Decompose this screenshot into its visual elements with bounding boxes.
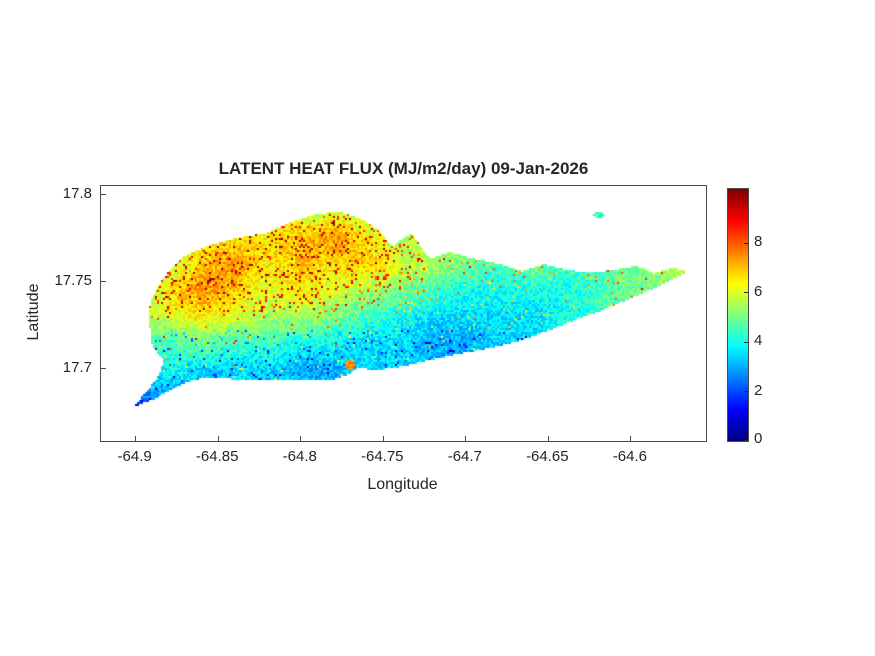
colorbar-tick-mark (744, 391, 748, 393)
x-tick-label: -64.7 (447, 448, 482, 465)
x-tick-mark (217, 436, 219, 441)
colorbar-tick-label: 0 (754, 430, 763, 447)
colorbar-tick-label: 4 (754, 332, 763, 350)
colorbar-tick-label: 8 (754, 233, 763, 251)
y-tick-label: 17.8 (62, 184, 92, 202)
x-tick-mark (300, 436, 302, 441)
x-tick-label: -64.8 (282, 448, 317, 465)
x-tick-label: -64.65 (526, 448, 569, 465)
x-tick-label: -64.75 (360, 448, 404, 465)
y-tick-label: 17.75 (54, 271, 92, 289)
x-tick-mark (135, 436, 137, 441)
y-axis-label: Latitude (25, 283, 42, 341)
x-axis-label: Longitude (367, 476, 438, 493)
colorbar-tick-mark (744, 292, 748, 294)
colorbar (727, 188, 749, 442)
heatmap-canvas (101, 186, 706, 441)
x-tick-label: -64.9 (117, 448, 152, 465)
x-tick-label: -64.85 (195, 448, 239, 465)
colorbar-gradient (728, 189, 748, 441)
colorbar-tick-label: 2 (754, 381, 763, 399)
y-tick-mark (101, 194, 106, 196)
colorbar-tick-mark (744, 341, 748, 343)
x-tick-mark (630, 436, 632, 441)
y-tick-mark (101, 368, 106, 370)
y-tick-label: 17.7 (62, 358, 92, 376)
colorbar-tick-mark (744, 242, 748, 244)
x-tick-mark (547, 436, 549, 441)
x-tick-mark (382, 436, 384, 441)
colorbar-tick-mark (744, 439, 748, 441)
plot-axes (100, 185, 707, 442)
colorbar-tick-label: 6 (754, 282, 763, 300)
y-tick-mark (101, 281, 106, 283)
chart-title: LATENT HEAT FLUX (MJ/m2/day) 09-Jan-2026 (218, 159, 589, 178)
x-tick-label: -64.6 (612, 448, 647, 465)
x-tick-mark (465, 436, 467, 441)
